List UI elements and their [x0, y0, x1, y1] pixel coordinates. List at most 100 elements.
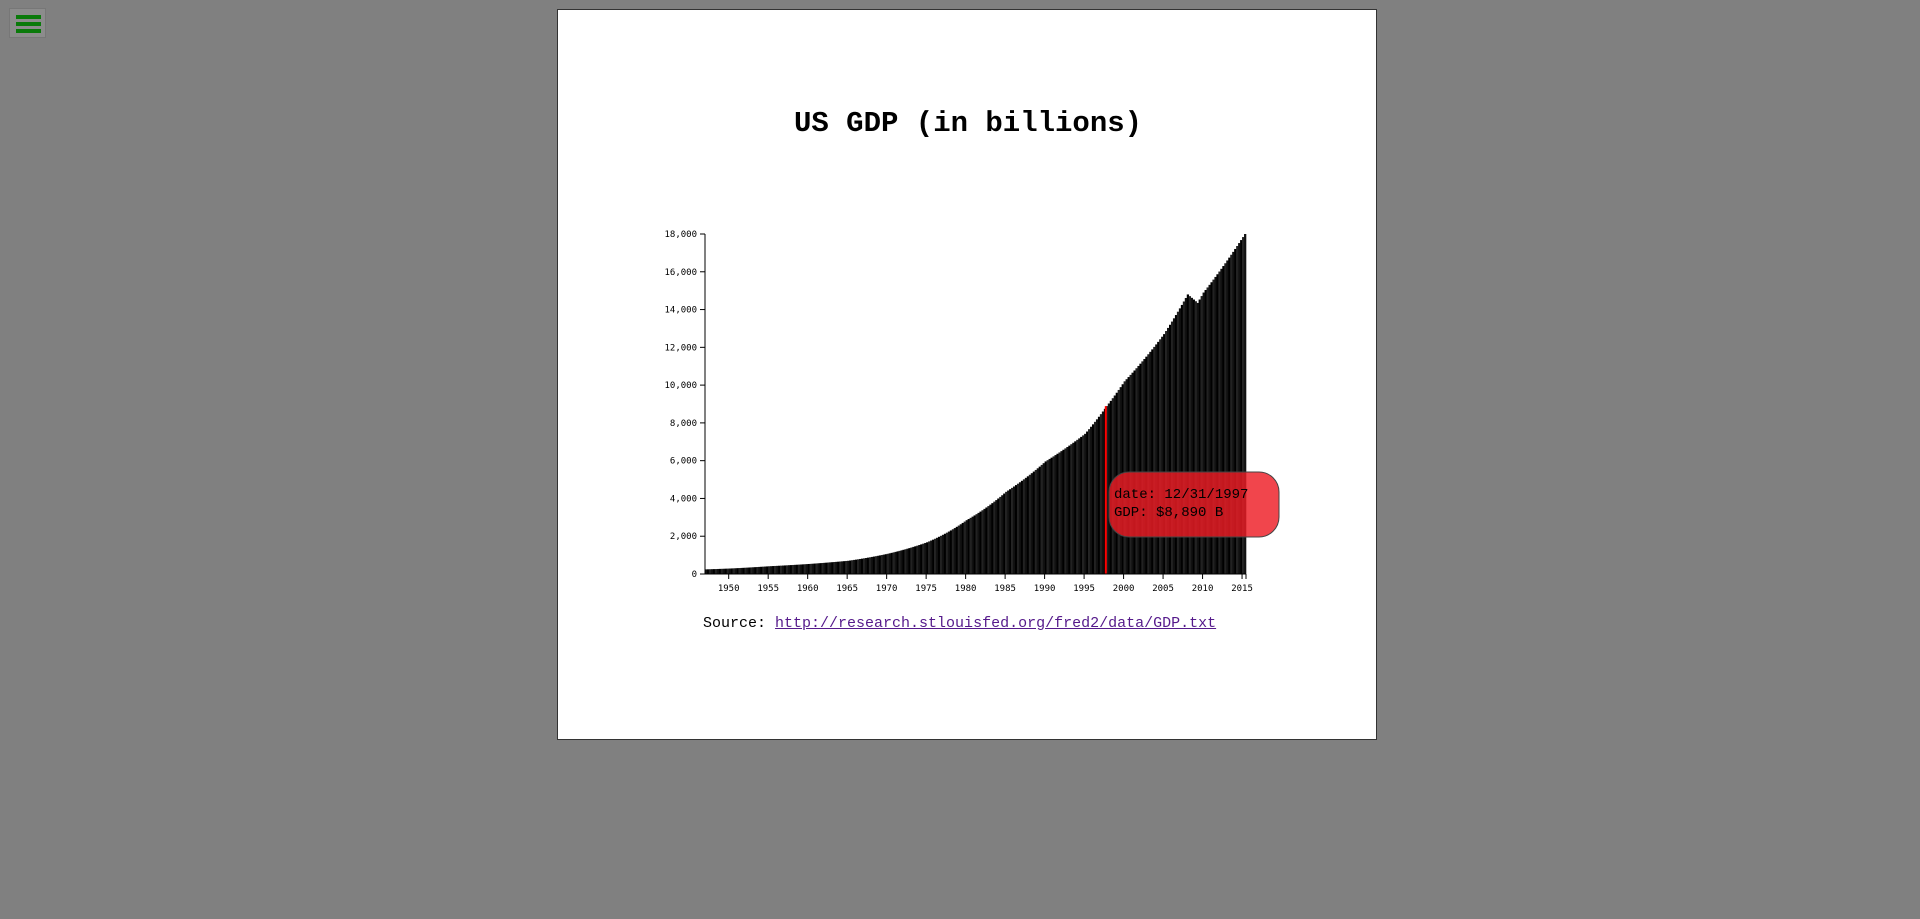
gdp-bar[interactable]	[904, 549, 907, 574]
gdp-bar[interactable]	[936, 537, 939, 574]
gdp-bar[interactable]	[783, 565, 787, 574]
gdp-bar[interactable]	[987, 506, 990, 574]
gdp-bar[interactable]	[943, 533, 947, 574]
gdp-bar[interactable]	[1230, 254, 1233, 574]
gdp-bar[interactable]	[710, 569, 714, 574]
gdp-bar[interactable]	[1054, 455, 1057, 574]
gdp-bar[interactable]	[864, 558, 868, 574]
gdp-bar[interactable]	[716, 568, 720, 574]
gdp-bar[interactable]	[1224, 263, 1227, 574]
gdp-bar[interactable]	[1149, 351, 1152, 574]
gdp-bar[interactable]	[878, 555, 882, 574]
gdp-bar[interactable]	[1036, 468, 1039, 574]
gdp-bar[interactable]	[886, 553, 889, 574]
gdp-bar[interactable]	[1050, 457, 1053, 574]
gdp-bar[interactable]	[742, 567, 745, 574]
gdp-bar[interactable]	[1084, 433, 1087, 574]
gdp-bar[interactable]	[746, 567, 749, 574]
gdp-bar[interactable]	[860, 558, 864, 574]
gdp-bar[interactable]	[920, 544, 923, 574]
gdp-bar[interactable]	[756, 567, 759, 574]
gdp-bar[interactable]	[870, 556, 874, 574]
gdp-bar[interactable]	[732, 568, 735, 574]
gdp-bar[interactable]	[797, 564, 801, 574]
gdp-bar[interactable]	[947, 531, 951, 574]
gdp-bar[interactable]	[1013, 486, 1016, 574]
gdp-bar[interactable]	[934, 538, 937, 574]
gdp-bar[interactable]	[801, 564, 805, 574]
gdp-bar[interactable]	[859, 558, 862, 574]
gdp-bar[interactable]	[1078, 438, 1081, 574]
gdp-bar[interactable]	[1068, 445, 1071, 574]
gdp-bar[interactable]	[780, 565, 783, 574]
gdp-bar[interactable]	[906, 548, 909, 574]
gdp-bar[interactable]	[965, 520, 968, 574]
gdp-bar[interactable]	[967, 519, 970, 574]
gdp-bar[interactable]	[1202, 292, 1205, 574]
gdp-bar[interactable]	[1062, 449, 1065, 574]
gdp-bar[interactable]	[1161, 336, 1164, 574]
gdp-bar[interactable]	[1064, 448, 1067, 574]
gdp-bar[interactable]	[1194, 301, 1197, 574]
gdp-bar[interactable]	[1153, 346, 1156, 574]
gdp-bar[interactable]	[1076, 439, 1079, 574]
gdp-bar[interactable]	[1165, 331, 1168, 574]
gdp-bar[interactable]	[1176, 311, 1180, 574]
gdp-bar[interactable]	[722, 568, 726, 574]
gdp-bar[interactable]	[1022, 479, 1026, 574]
gdp-bar[interactable]	[1137, 365, 1140, 574]
gdp-bar[interactable]	[959, 524, 962, 574]
gdp-bar[interactable]	[989, 504, 992, 574]
gdp-bar[interactable]	[829, 562, 832, 574]
gdp-bar[interactable]	[825, 562, 828, 574]
gdp-bar[interactable]	[1244, 234, 1247, 574]
gdp-bar[interactable]	[1003, 493, 1006, 574]
gdp-bar[interactable]	[995, 500, 998, 574]
gdp-bar[interactable]	[977, 512, 980, 574]
gdp-bar[interactable]	[1074, 441, 1077, 574]
gdp-bar[interactable]	[1093, 421, 1097, 574]
menu-button[interactable]	[9, 8, 46, 38]
gdp-bar[interactable]	[738, 568, 741, 574]
gdp-bar[interactable]	[924, 542, 927, 574]
gdp-bar[interactable]	[1086, 431, 1089, 574]
gdp-bar[interactable]	[1080, 436, 1083, 574]
gdp-bar[interactable]	[1139, 363, 1142, 574]
gdp-bar[interactable]	[993, 501, 996, 574]
gdp-bar[interactable]	[979, 511, 982, 574]
source-link[interactable]: http://research.stlouisfed.org/fred2/dat…	[775, 615, 1217, 632]
gdp-bar[interactable]	[734, 568, 737, 574]
gdp-bar[interactable]	[1141, 361, 1144, 574]
gdp-bar[interactable]	[1228, 257, 1231, 574]
gdp-bar[interactable]	[949, 530, 953, 574]
gdp-bar[interactable]	[730, 568, 733, 574]
gdp-bar[interactable]	[720, 568, 724, 574]
gdp-bar[interactable]	[1182, 301, 1186, 574]
gdp-bar[interactable]	[930, 540, 933, 574]
gdp-bar[interactable]	[1240, 240, 1243, 574]
gdp-bar[interactable]	[932, 539, 935, 574]
gdp-bar[interactable]	[752, 567, 755, 574]
gdp-bar[interactable]	[851, 560, 854, 574]
gdp-bar[interactable]	[728, 568, 731, 574]
gdp-bar[interactable]	[900, 550, 903, 574]
gdp-bar[interactable]	[961, 522, 964, 574]
gdp-bar[interactable]	[754, 567, 757, 574]
gdp-bar[interactable]	[1091, 424, 1095, 574]
gdp-bar[interactable]	[1052, 456, 1055, 574]
gdp-bar[interactable]	[1038, 466, 1041, 574]
gdp-bar[interactable]	[813, 563, 816, 574]
gdp-bar[interactable]	[1099, 414, 1103, 574]
gdp-bar[interactable]	[997, 498, 1000, 575]
gdp-bar[interactable]	[791, 564, 795, 574]
gdp-bar[interactable]	[1090, 426, 1093, 574]
gdp-bar[interactable]	[1020, 480, 1024, 574]
gdp-bar[interactable]	[795, 564, 799, 574]
gdp-bar[interactable]	[1196, 302, 1199, 574]
gdp-bar[interactable]	[770, 566, 773, 574]
gdp-bar[interactable]	[1011, 487, 1014, 574]
gdp-bar[interactable]	[1210, 282, 1213, 574]
gdp-bar[interactable]	[712, 569, 716, 574]
gdp-bar[interactable]	[910, 547, 913, 574]
gdp-bar[interactable]	[985, 507, 988, 574]
